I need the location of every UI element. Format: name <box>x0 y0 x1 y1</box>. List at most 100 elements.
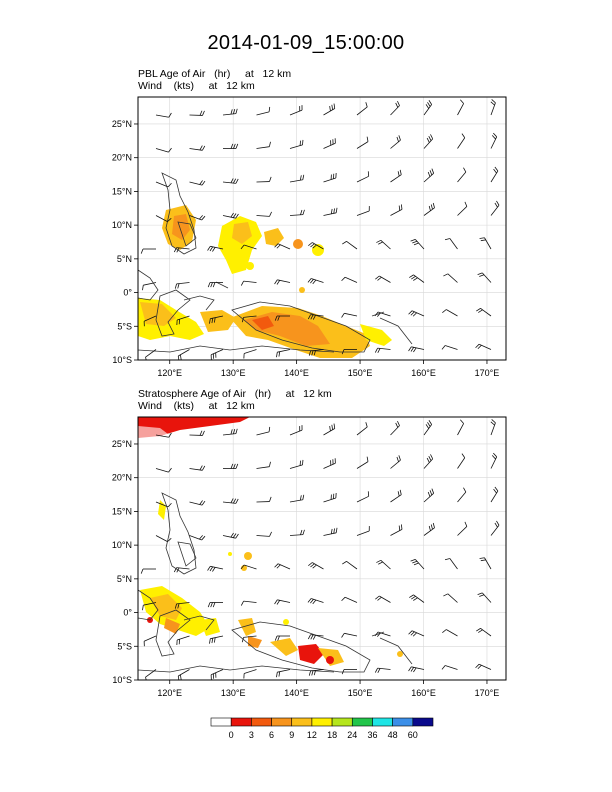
colorbar-swatch <box>412 717 434 727</box>
wind-barb <box>390 100 400 116</box>
wind-barb <box>143 315 157 327</box>
wind-barb <box>356 491 370 503</box>
panel1-map: 25°N 20°N 15°N 10°N 5°N 0° 5°S 10°S 120°E 130°E 14… <box>112 96 507 378</box>
age-blob <box>200 310 236 332</box>
wind-barb <box>479 237 492 250</box>
wind-barb <box>223 143 239 149</box>
panel2-wind-barbs <box>140 419 500 680</box>
wind-barb <box>356 206 370 216</box>
lat-tick-label: 15°N <box>112 506 132 516</box>
wind-barb <box>256 211 272 217</box>
lat-tick-label: 10°N <box>112 220 132 230</box>
lat-tick-label: 5°S <box>117 321 132 331</box>
wind-barb <box>390 169 402 183</box>
wind-barb <box>289 459 304 469</box>
age-blob <box>270 638 298 656</box>
wind-barb <box>490 200 500 216</box>
wind-barb <box>341 349 357 355</box>
colorbar-swatch <box>372 717 393 727</box>
panel2-map: 25°N 20°N 15°N 10°N 5°N 0° 5°S 10°S 120°E 130°E 14… <box>112 416 507 698</box>
age-blob <box>298 644 324 664</box>
wind-barb <box>155 467 172 473</box>
wind-barb <box>289 494 305 503</box>
wind-barb <box>408 666 425 673</box>
wind-barb <box>207 565 224 572</box>
wind-barb <box>256 176 272 183</box>
wind-barb <box>341 312 358 318</box>
wind-barb <box>375 595 391 603</box>
colorbar: 0 3 6 9 12 18 24 36 48 60 <box>210 717 434 740</box>
wind-barb <box>155 112 172 118</box>
wind-barb <box>374 667 391 674</box>
wind-barb <box>490 166 499 183</box>
wind-barb <box>423 168 435 183</box>
wind-barb <box>142 602 157 611</box>
wind-barb <box>457 99 464 116</box>
wind-barb <box>423 454 434 469</box>
wind-barb <box>256 531 272 537</box>
wind-barb <box>457 487 467 503</box>
wind-barb <box>476 628 492 637</box>
wind-barb <box>423 522 435 536</box>
age-blob <box>283 619 289 625</box>
wind-barb <box>207 282 223 288</box>
colorbar-label: 18 <box>327 730 337 740</box>
age-blob <box>252 316 274 330</box>
lat-tick-label: 0° <box>123 608 132 618</box>
colorbar-swatch <box>251 717 272 727</box>
wind-barb <box>307 278 324 285</box>
wind-barb <box>274 243 291 250</box>
lat-tick-label: 20°N <box>112 473 132 483</box>
wind-barb <box>490 520 500 536</box>
age-blob <box>312 244 324 256</box>
wind-barb <box>490 452 498 469</box>
wind-barb <box>423 100 432 116</box>
lat-tick-label: 15°N <box>112 186 132 196</box>
wind-barb <box>423 202 435 216</box>
wind-barb <box>476 308 492 317</box>
wind-barb <box>490 99 496 116</box>
wind-barb <box>308 242 324 250</box>
lat-tick-label: 5°S <box>117 641 132 651</box>
wind-barb <box>274 315 290 321</box>
wind-barb <box>443 273 458 283</box>
wind-barb <box>210 669 224 680</box>
wind-barb <box>274 635 290 641</box>
wind-barb <box>155 432 172 438</box>
wind-barb <box>323 172 337 183</box>
panel1-wind-label: Wind (kts) at 12 km <box>138 80 255 92</box>
colorbar-label: 48 <box>388 730 398 740</box>
wind-barb <box>173 247 190 253</box>
age-blob <box>172 214 190 240</box>
wind-barb <box>490 419 496 436</box>
wind-barb <box>457 167 467 183</box>
wind-barb <box>176 315 190 326</box>
lon-tick-label: 170°E <box>475 688 500 698</box>
age-blob <box>397 651 403 657</box>
age-blob <box>150 594 182 620</box>
age-blob <box>200 618 220 636</box>
wind-barb <box>423 420 432 436</box>
age-blob <box>238 618 256 636</box>
wind-barb <box>307 598 324 605</box>
panel2-field-label: Stratosphere Age of Air (hr) at 12 km <box>138 388 332 400</box>
panel1-field-label: PBL Age of Air (hr) at 12 km <box>138 68 292 80</box>
age-blob <box>264 228 284 246</box>
wind-barb <box>222 212 239 219</box>
wind-barb <box>323 527 338 536</box>
lat-tick-label: 25°N <box>112 119 132 129</box>
wind-barb <box>177 349 190 360</box>
age-blob <box>232 222 252 244</box>
age-blob <box>164 618 180 634</box>
lon-tick-label: 150°E <box>348 688 373 698</box>
wind-barb <box>189 500 206 506</box>
wind-barb <box>457 453 466 469</box>
colorbar-label: 9 <box>289 730 294 740</box>
wind-barb <box>342 561 358 570</box>
wind-barb <box>341 669 357 675</box>
colorbar-swatch <box>210 717 232 727</box>
age-blob <box>138 426 168 438</box>
wind-barb <box>289 209 305 216</box>
wind-barb <box>457 419 464 436</box>
